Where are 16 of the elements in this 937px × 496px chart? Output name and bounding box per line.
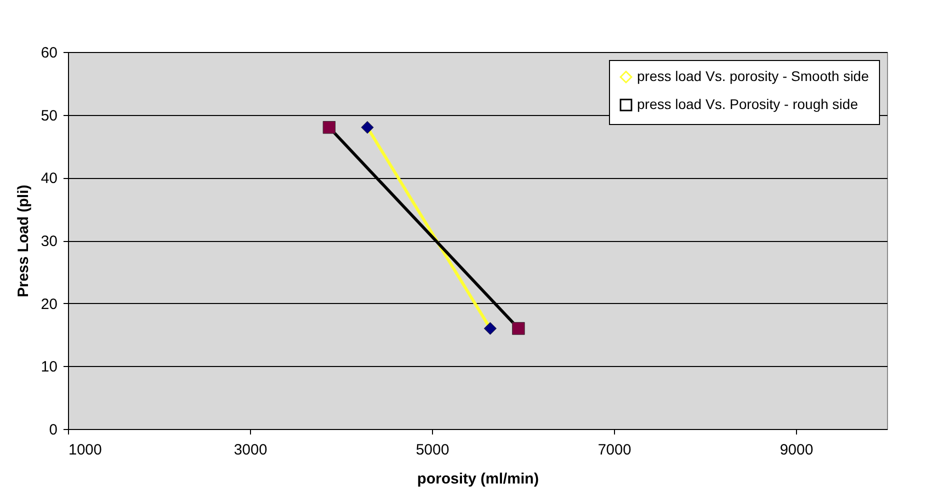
legend-label: press load Vs. Porosity - rough side bbox=[637, 96, 858, 112]
x-tick-label: 1000 bbox=[68, 442, 102, 458]
y-tick-label: 50 bbox=[40, 107, 58, 124]
x-tick-label: 5000 bbox=[416, 442, 450, 458]
x-tick-label: 7000 bbox=[598, 442, 632, 458]
x-axis-title: porosity (ml/min) bbox=[417, 470, 539, 488]
y-tick-label: 0 bbox=[49, 422, 58, 438]
x-tick-label: 3000 bbox=[234, 442, 268, 458]
y-tick-label: 30 bbox=[40, 233, 58, 250]
y-tick-label: 10 bbox=[40, 358, 58, 376]
y-tick-label: 20 bbox=[40, 296, 58, 313]
legend-label: press load Vs. porosity - Smooth side bbox=[637, 68, 870, 84]
y-tick-label: 40 bbox=[40, 170, 58, 188]
x-tick-label: 9000 bbox=[780, 442, 814, 458]
y-axis-title: Press Load (pli) bbox=[14, 184, 32, 298]
y-tick-label: 60 bbox=[40, 44, 58, 62]
